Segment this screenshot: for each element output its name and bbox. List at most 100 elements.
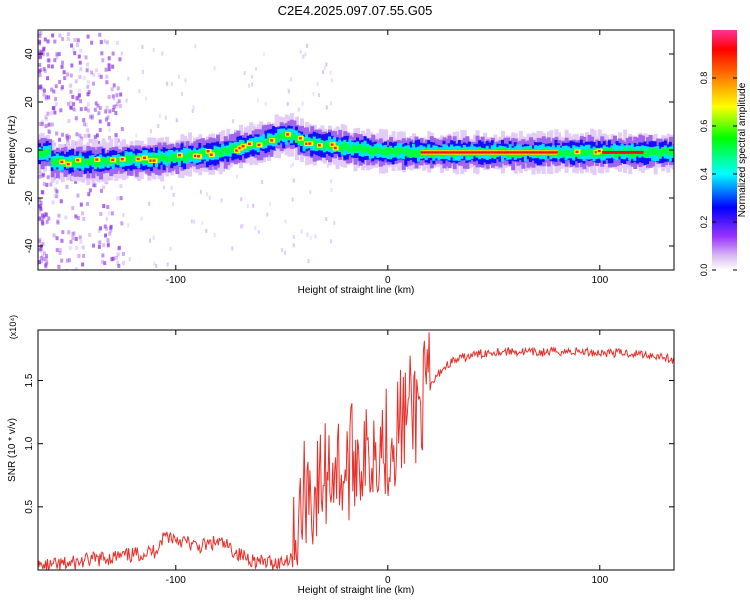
heatmap-cell [44, 124, 48, 129]
heatmap-cell [100, 51, 104, 56]
heatmap-cell [108, 127, 111, 132]
heatmap-cell [114, 111, 118, 116]
heatmap-cell [114, 132, 118, 137]
heatmap-cell [99, 188, 103, 193]
heatmap-cell [38, 239, 42, 244]
heatmap-cell [282, 132, 286, 139]
heatmap-cell [376, 146, 380, 154]
heatmap-cell [417, 150, 421, 157]
heatmap-cell [77, 253, 81, 258]
heatmap-cell [297, 107, 300, 112]
heatmap-cell [358, 143, 362, 151]
heatmap-cell [188, 151, 192, 159]
heatmap-cell [442, 151, 447, 154]
heatmap-cell [53, 194, 57, 199]
heatmap-cell [197, 155, 201, 158]
heatmap-cell [251, 82, 254, 87]
heatmap-cell [44, 256, 48, 261]
heatmap-cell [69, 89, 73, 94]
heatmap-cell [61, 37, 65, 42]
heatmap-cell [286, 133, 290, 136]
heatmap-cell [172, 153, 176, 162]
heatmap-cell [371, 147, 375, 156]
heatmap-cell [386, 147, 390, 157]
heatmap-cell [108, 94, 112, 99]
snr-x-label: Height of straight line (km) [298, 585, 415, 596]
heatmap-cell [51, 200, 55, 205]
heatmap-cell [152, 159, 156, 162]
heatmap-cell [170, 153, 174, 162]
heatmap-cell [39, 207, 43, 212]
heatmap-cell [292, 234, 295, 239]
heatmap-cell [42, 92, 46, 97]
heatmap-cell [302, 54, 305, 59]
heatmap-cell [47, 122, 51, 127]
heatmap-cell [66, 139, 70, 144]
x-tick-label: 100 [591, 275, 608, 286]
heatmap-cell [235, 174, 238, 179]
x-tick-label: -100 [166, 275, 186, 286]
heatmap-cell [59, 108, 63, 113]
heatmap-cell [165, 155, 169, 163]
heatmap-cell [51, 106, 55, 111]
heatmap-cell [231, 143, 235, 153]
heatmap-cell [147, 154, 151, 160]
heatmap-cell [301, 101, 304, 106]
heatmap-cell [129, 155, 133, 163]
heatmap-cell [70, 63, 74, 68]
heatmap-cell [75, 132, 79, 137]
heatmap-cell [288, 89, 291, 94]
heatmap-cell [48, 148, 52, 155]
heatmap-cell [86, 62, 90, 67]
heatmap-cell [120, 221, 124, 226]
heatmap-cell [39, 84, 43, 89]
heatmap-cell [91, 157, 95, 165]
heatmap-cell [44, 264, 48, 269]
heatmap-cell [169, 246, 172, 251]
heatmap-cell [43, 68, 47, 73]
heatmap-cell [46, 39, 50, 44]
heatmap-cell [106, 157, 110, 164]
heatmap-cell [40, 216, 44, 221]
colorbar-tick-label: 0.0 [699, 264, 709, 277]
heatmap-cell [65, 136, 69, 141]
heatmap-cell [99, 74, 103, 79]
heatmap-cell [40, 149, 44, 158]
heatmap-cell [257, 98, 260, 103]
x-tick-label: 0 [385, 275, 391, 286]
heatmap-cell [105, 217, 108, 222]
spectrogram-panel: -100 0 100 -40 -20 0 20 40 Height of straight … [7, 29, 675, 296]
heatmap-cell [38, 149, 41, 157]
heatmap-cell [125, 98, 128, 103]
heatmap-cell [116, 158, 120, 166]
heatmap-cell [291, 162, 294, 167]
heatmap-cell [584, 149, 588, 157]
heatmap-cell [101, 58, 105, 63]
heatmap-cell [322, 143, 326, 151]
heatmap-cell [60, 238, 64, 243]
heatmap-cell [350, 144, 354, 152]
heatmap-cell [105, 105, 109, 110]
heatmap-cell [116, 260, 120, 265]
heatmap-cell [40, 121, 44, 126]
heatmap-cell [231, 246, 234, 251]
heatmap-cell [516, 151, 520, 154]
heatmap-cell [611, 150, 615, 154]
heatmap-cell [528, 151, 533, 154]
heatmap-cell [76, 158, 80, 162]
heatmap-cell [503, 151, 507, 154]
heatmap-cell [46, 52, 50, 57]
heatmap-cell [119, 196, 123, 201]
heatmap-cell [155, 263, 158, 268]
heatmap-cell [541, 151, 545, 154]
heatmap-cell [38, 247, 42, 252]
heatmap-cell [120, 221, 124, 226]
heatmap-cell [86, 159, 90, 166]
heatmap-cell [340, 144, 344, 153]
heatmap-cell [54, 97, 58, 102]
heatmap-cell [38, 34, 42, 39]
heatmap-cell [330, 143, 334, 146]
heatmap-cell [43, 251, 47, 256]
heatmap-cell [66, 72, 70, 77]
heatmap-cell [590, 149, 594, 157]
